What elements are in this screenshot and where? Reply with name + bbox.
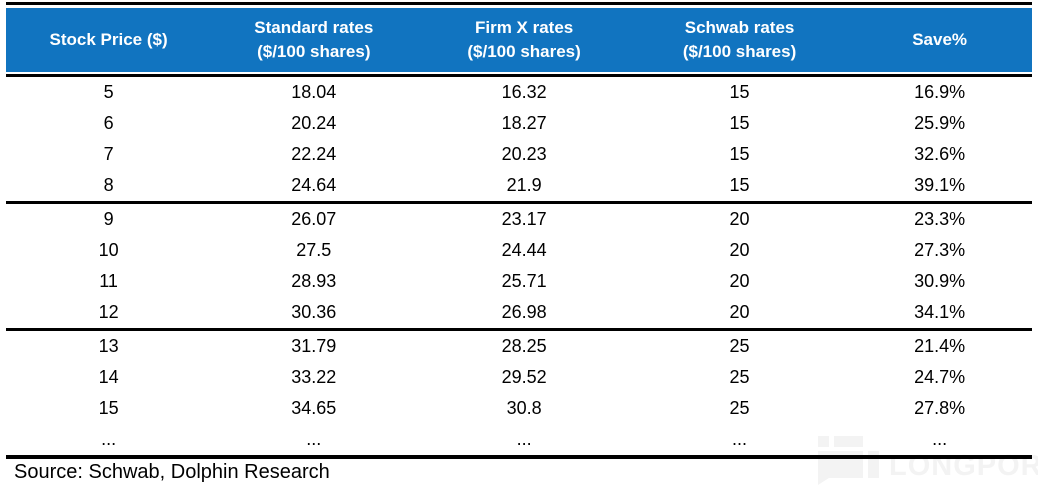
table-cell: 31.79 <box>291 336 337 356</box>
column-header-stock-price: Stock Price ($) <box>6 8 211 72</box>
table-cell: 20 <box>729 240 750 260</box>
header-line2: ($/100 shares) <box>257 42 371 61</box>
table-cell: 18.04 <box>291 82 337 102</box>
table-row: 5 18.04 16.32 15 16.9% <box>6 77 1032 108</box>
table-cell: ... <box>101 429 117 449</box>
table-cell: 33.22 <box>291 367 337 387</box>
table-header-row: Stock Price ($) Standard rates ($/100 sh… <box>6 8 1032 72</box>
table-cell: 7 <box>103 144 114 164</box>
table-cell: 20.23 <box>501 144 547 164</box>
table-cell: 18.27 <box>501 113 547 133</box>
table-cell: ... <box>306 429 322 449</box>
watermark-logo-icon <box>834 436 863 447</box>
table-cell: 26.98 <box>501 302 547 322</box>
table-cell: 29.52 <box>501 367 547 387</box>
table-cell: 15 <box>98 398 119 418</box>
table-cell: 23.3% <box>914 209 966 229</box>
table-cell: 39.1% <box>914 175 966 195</box>
header-line1: Save% <box>912 30 968 49</box>
watermark-logo-icon <box>818 476 832 485</box>
table-cell: 32.6% <box>914 144 966 164</box>
table-cell: 25 <box>729 336 750 356</box>
table-cell: 5 <box>103 82 114 102</box>
watermark-logo-icon <box>818 436 829 447</box>
table-cell: 6 <box>103 113 114 133</box>
table-cell: 28.93 <box>291 271 337 291</box>
table-cell: ... <box>732 429 748 449</box>
table-cell: 30.36 <box>291 302 337 322</box>
table-cell: 21.4% <box>914 336 966 356</box>
column-header-save-percent: Save% <box>847 8 1032 72</box>
table-cell: 25.71 <box>501 271 547 291</box>
table-cell: 24.64 <box>291 175 337 195</box>
table-cell: 34.1% <box>914 302 966 322</box>
table-cell: 26.07 <box>291 209 337 229</box>
group-divider-rule <box>6 328 1032 331</box>
table-cell: 34.65 <box>291 398 337 418</box>
watermark-logo-icon <box>868 451 879 478</box>
column-header-firm-x-rates: Firm X rates ($/100 shares) <box>416 8 631 72</box>
rates-comparison-table: Stock Price ($) Standard rates ($/100 sh… <box>6 2 1032 459</box>
table-cell: 22.24 <box>291 144 337 164</box>
table-row: 15 34.65 30.8 25 27.8% <box>6 393 1032 424</box>
table-cell: 24.7% <box>914 367 966 387</box>
table-row: 13 31.79 28.25 25 21.4% <box>6 331 1032 362</box>
table-row: 6 20.24 18.27 15 25.9% <box>6 108 1032 139</box>
table-cell: 20 <box>729 302 750 322</box>
table-cell: 15 <box>729 144 750 164</box>
table-cell: 23.17 <box>501 209 547 229</box>
table-cell: ... <box>516 429 532 449</box>
header-line2: ($/100 shares) <box>467 42 581 61</box>
table-top-rule <box>6 2 1032 5</box>
table-row: 11 28.93 25.71 20 30.9% <box>6 266 1032 297</box>
header-line1: Standard rates <box>254 18 374 37</box>
column-header-schwab-rates: Schwab rates ($/100 shares) <box>632 8 847 72</box>
table-cell: 10 <box>98 240 119 260</box>
table-cell: 13 <box>98 336 119 356</box>
table-cell: 27.5 <box>296 240 332 260</box>
table-cell: 27.3% <box>914 240 966 260</box>
table-cell: 24.44 <box>501 240 547 260</box>
header-line1: Schwab rates <box>684 18 795 37</box>
table-cell: 20 <box>729 271 750 291</box>
table-row: 14 33.22 29.52 25 24.7% <box>6 362 1032 393</box>
table-cell: 25 <box>729 398 750 418</box>
header-line1: Stock Price ($) <box>49 30 168 49</box>
table-row: 9 26.07 23.17 20 23.3% <box>6 204 1032 235</box>
source-note: Source: Schwab, Dolphin Research <box>14 461 330 483</box>
table-row: ............... <box>6 424 1032 455</box>
group-divider-rule <box>6 201 1032 204</box>
table-cell: 16.9% <box>914 82 966 102</box>
table-cell: 25.9% <box>914 113 966 133</box>
header-separator-rule <box>6 74 1032 77</box>
table-row: 12 30.36 26.98 20 34.1% <box>6 297 1032 328</box>
table-bottom-rule <box>6 455 1032 459</box>
table-row: 7 22.24 20.23 15 32.6% <box>6 139 1032 170</box>
table-cell: 27.8% <box>914 398 966 418</box>
table-cell: 11 <box>99 271 118 291</box>
table-cell: 14 <box>98 367 119 387</box>
table-cell: 21.9 <box>506 175 542 195</box>
table-cell: 20 <box>729 209 750 229</box>
table-cell: 16.32 <box>501 82 547 102</box>
table-cell: 8 <box>103 175 114 195</box>
table-cell: 25 <box>729 367 750 387</box>
table-cell: 15 <box>729 113 750 133</box>
header-line2: ($/100 shares) <box>682 42 797 61</box>
table-cell: 9 <box>103 209 114 229</box>
table-cell: ... <box>932 429 948 449</box>
header-line1: Firm X rates <box>474 18 574 37</box>
table-cell: 30.9% <box>914 271 966 291</box>
table-row: 10 27.5 24.44 20 27.3% <box>6 235 1032 266</box>
table-cell: 15 <box>729 175 750 195</box>
table-cell: 20.24 <box>291 113 337 133</box>
table-cell: 30.8 <box>506 398 542 418</box>
table-body: 5 18.04 16.32 15 16.9% 6 20.24 18.27 15 25.9% 7 22.… <box>6 77 1032 455</box>
table-cell: 15 <box>729 82 750 102</box>
table-row: 8 24.64 21.9 15 39.1% <box>6 170 1032 201</box>
table-cell: 12 <box>98 302 119 322</box>
table-cell: 28.25 <box>501 336 547 356</box>
column-header-standard-rates: Standard rates ($/100 shares) <box>211 8 416 72</box>
